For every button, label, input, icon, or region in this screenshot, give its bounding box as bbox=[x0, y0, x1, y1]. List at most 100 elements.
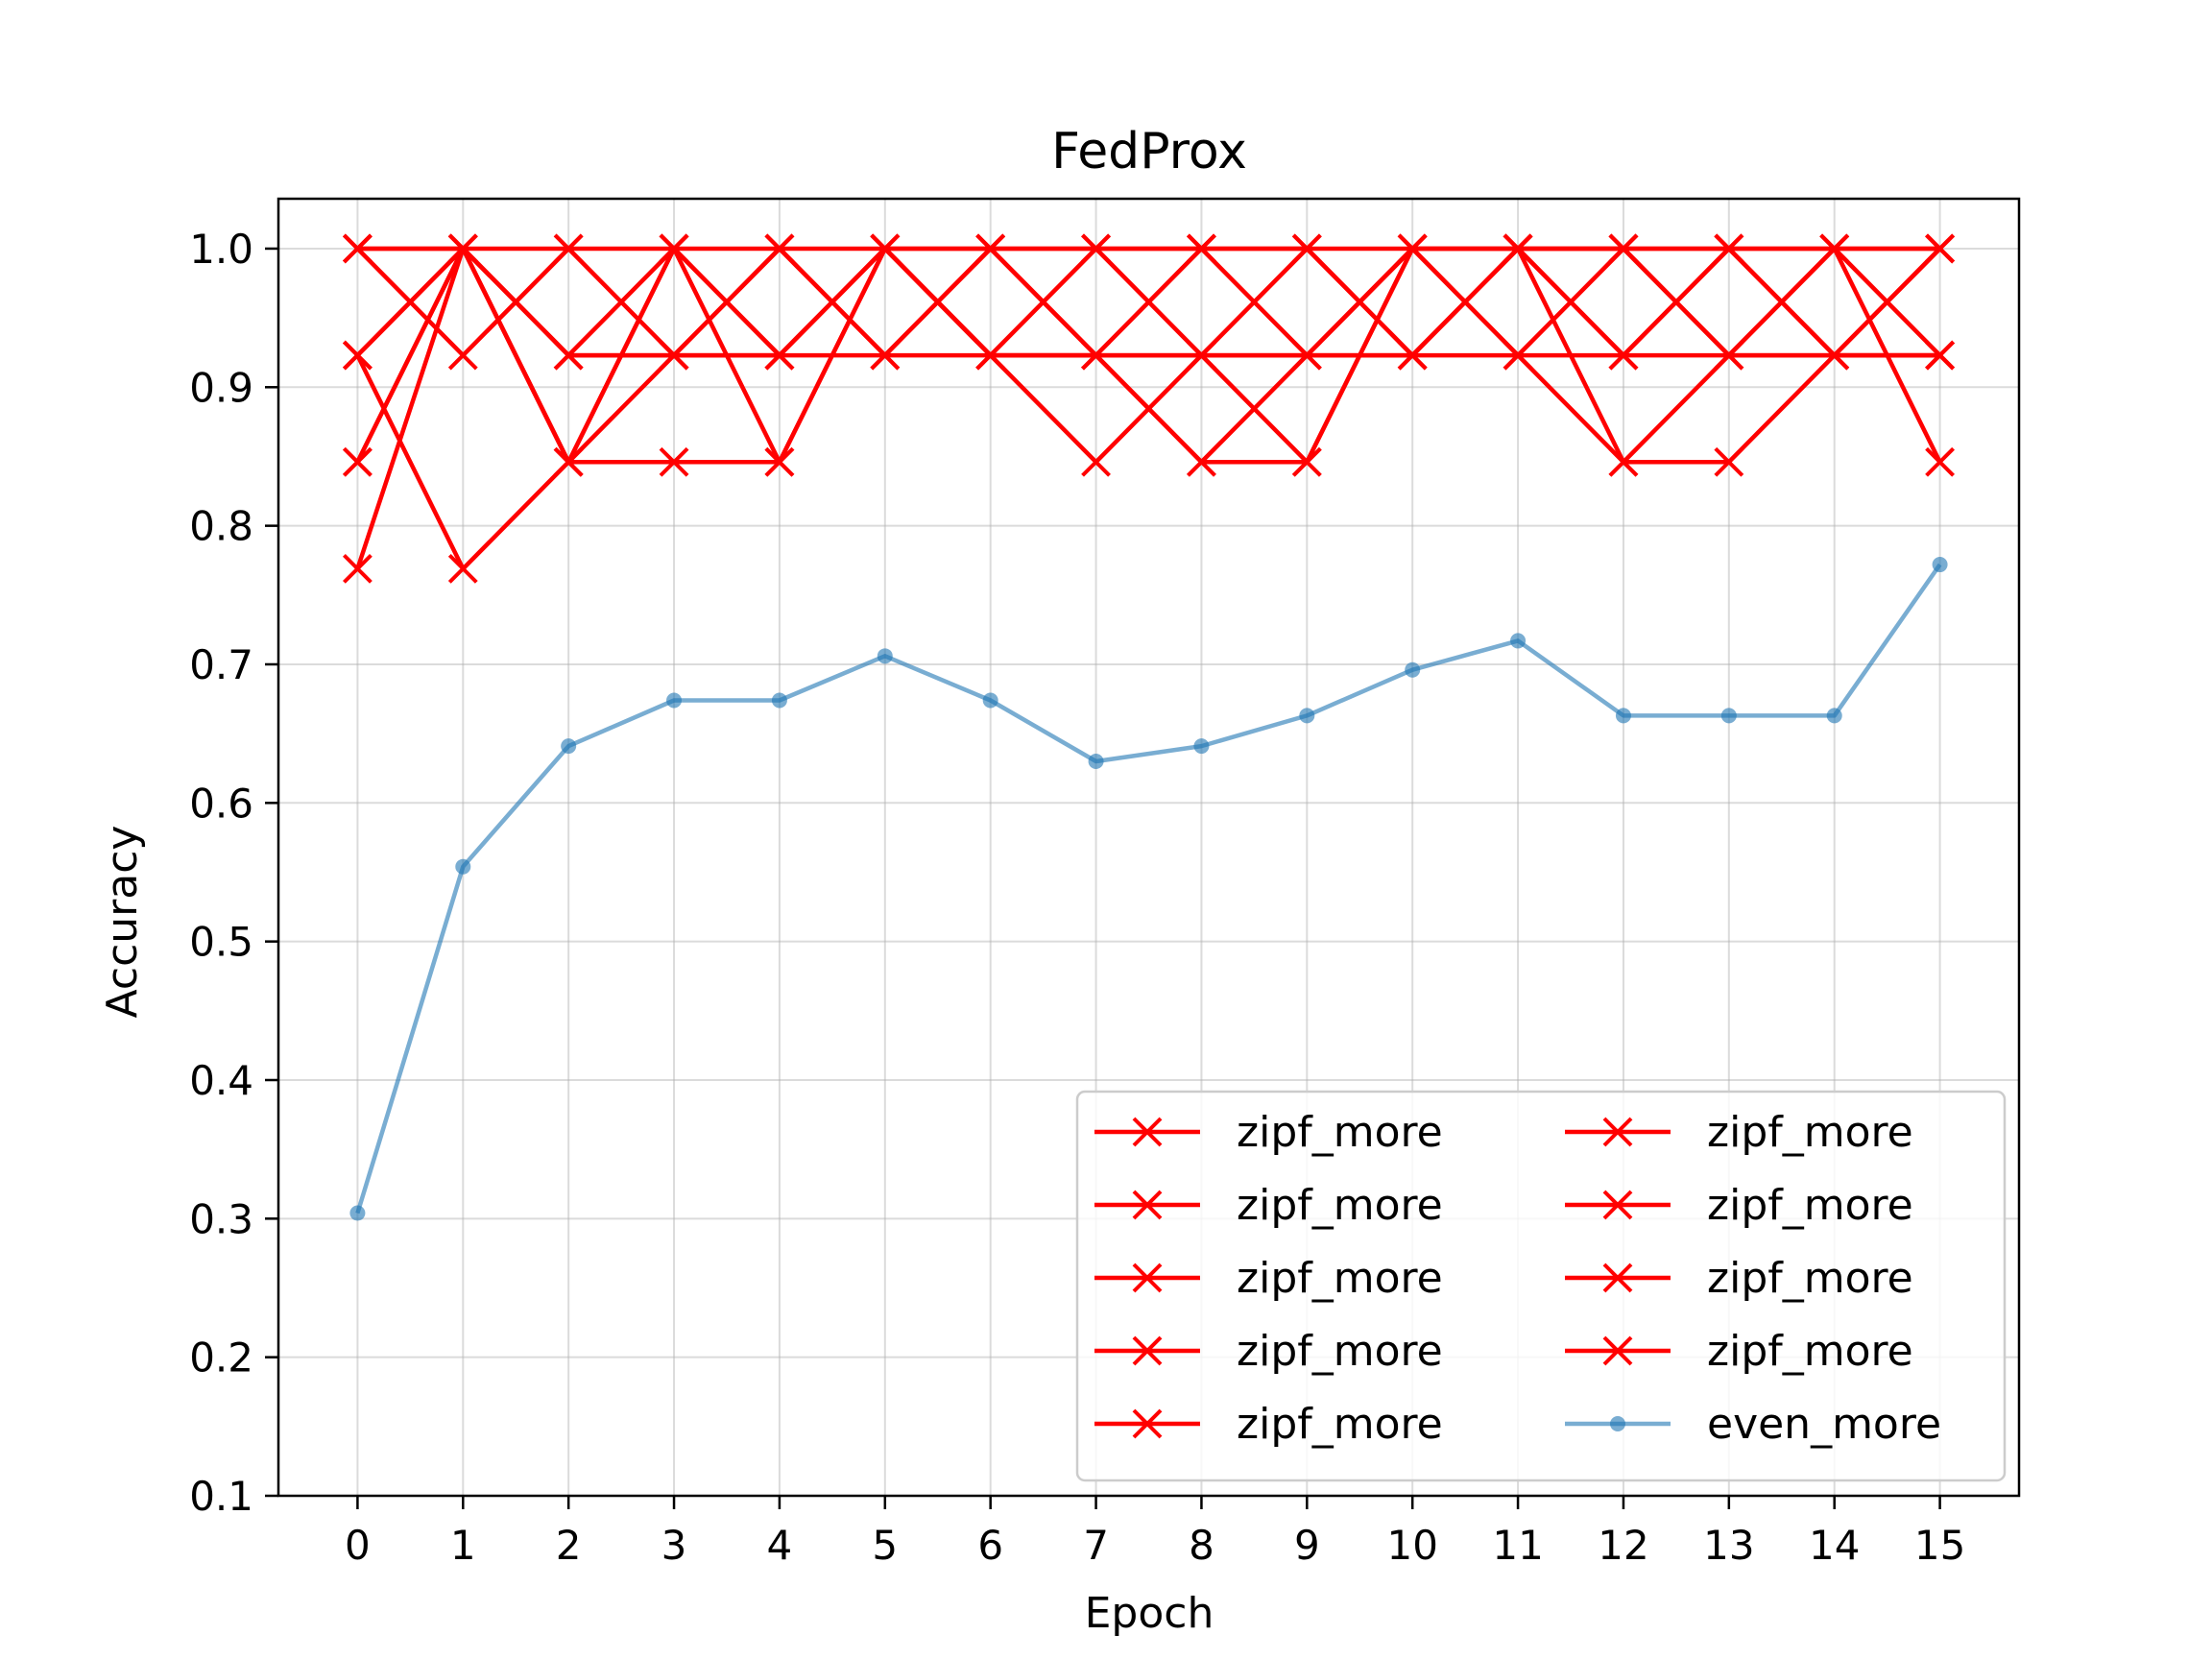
legend-marker bbox=[1132, 1262, 1163, 1293]
x-axis-label: Epoch bbox=[1085, 1589, 1214, 1638]
legend-marker bbox=[1602, 1117, 1633, 1147]
data-point bbox=[1714, 446, 1744, 477]
legend-marker bbox=[1602, 1190, 1633, 1220]
legend-entry: zipf_more bbox=[1094, 1108, 1443, 1157]
x-tick-label: 14 bbox=[1809, 1522, 1860, 1569]
data-point bbox=[561, 738, 577, 755]
x-tick-label: 11 bbox=[1492, 1522, 1543, 1569]
data-point bbox=[982, 692, 998, 709]
legend-entry: zipf_more bbox=[1565, 1181, 1913, 1230]
data-point bbox=[1187, 233, 1216, 264]
data-point bbox=[1826, 708, 1842, 724]
y-tick-label: 1.0 bbox=[189, 226, 253, 273]
legend-frame bbox=[1075, 1090, 2007, 1482]
legend-entry: zipf_more bbox=[1094, 1400, 1443, 1449]
series-even_more-9 bbox=[349, 557, 1948, 1221]
data-point bbox=[1932, 557, 1948, 573]
y-tick-label: 0.2 bbox=[189, 1334, 253, 1382]
data-point bbox=[349, 1205, 366, 1221]
legend-entry: even_more bbox=[1565, 1400, 1941, 1449]
data-point bbox=[1819, 233, 1850, 264]
legend-entry: zipf_more bbox=[1565, 1327, 1913, 1376]
data-point bbox=[1291, 233, 1322, 264]
legend-marker bbox=[1602, 1262, 1633, 1293]
data-point bbox=[1081, 340, 1111, 371]
x-tick-label: 5 bbox=[872, 1522, 898, 1569]
legend-marker bbox=[1132, 1117, 1163, 1147]
data-point bbox=[1503, 340, 1533, 371]
data-point bbox=[342, 233, 373, 264]
y-tick-label: 0.5 bbox=[189, 919, 253, 966]
data-point bbox=[342, 340, 373, 371]
data-point bbox=[342, 553, 373, 584]
data-point bbox=[1608, 340, 1639, 371]
data-point bbox=[975, 233, 1006, 264]
y-tick-label: 0.6 bbox=[189, 780, 253, 827]
legend-marker bbox=[1132, 1335, 1163, 1366]
data-point bbox=[659, 340, 689, 371]
legend-label: zipf_more bbox=[1237, 1327, 1443, 1376]
legend-entry: zipf_more bbox=[1094, 1181, 1443, 1230]
data-point bbox=[870, 233, 901, 264]
data-point bbox=[1925, 446, 1956, 477]
legend-marker bbox=[1132, 1408, 1163, 1439]
data-point bbox=[764, 233, 795, 264]
series-zipf_more-8 bbox=[342, 233, 1956, 477]
x-tick-label: 9 bbox=[1294, 1522, 1320, 1569]
x-tick-label: 2 bbox=[556, 1522, 582, 1569]
data-point bbox=[659, 233, 689, 264]
data-point bbox=[666, 692, 683, 709]
data-point bbox=[1510, 633, 1527, 649]
y-tick-label: 0.9 bbox=[189, 364, 253, 411]
x-tick-label: 10 bbox=[1386, 1522, 1437, 1569]
plot-frame bbox=[276, 197, 2021, 1498]
data-point bbox=[553, 446, 584, 477]
legend-marker bbox=[1610, 1416, 1625, 1431]
data-point bbox=[1608, 446, 1639, 477]
data-point bbox=[1925, 233, 1956, 264]
data-point bbox=[771, 692, 787, 709]
data-point bbox=[553, 233, 584, 264]
data-point bbox=[975, 340, 1006, 371]
data-point bbox=[764, 446, 795, 477]
data-point bbox=[447, 233, 478, 264]
data-point bbox=[1503, 233, 1533, 264]
y-tick-label: 0.8 bbox=[189, 503, 253, 550]
data-point bbox=[1819, 340, 1850, 371]
x-tick-label: 13 bbox=[1703, 1522, 1754, 1569]
series-group bbox=[342, 233, 1956, 1221]
x-tick-label: 7 bbox=[1083, 1522, 1109, 1569]
legend-label: zipf_more bbox=[1707, 1108, 1913, 1157]
data-point bbox=[1397, 340, 1428, 371]
legend: zipf_morezipf_morezipf_morezipf_morezipf… bbox=[1075, 1090, 2007, 1482]
legend-label: zipf_more bbox=[1707, 1254, 1913, 1303]
data-point bbox=[1397, 233, 1428, 264]
data-point bbox=[1187, 446, 1216, 477]
data-point bbox=[1187, 340, 1216, 371]
data-point bbox=[1291, 340, 1322, 371]
axis-ticks: 0 1 2 3 4 5 6 7 8 9 10 11 12 13 14 150.10.20.30.40.50.6… bbox=[189, 226, 1965, 1569]
x-tick-label: 1 bbox=[450, 1522, 476, 1569]
data-point bbox=[553, 340, 584, 371]
legend-marker bbox=[1132, 1190, 1163, 1220]
legend-label: zipf_more bbox=[1707, 1327, 1913, 1376]
legend-entry: zipf_more bbox=[1094, 1254, 1443, 1303]
x-tick-label: 6 bbox=[977, 1522, 1003, 1569]
legend-entry: zipf_more bbox=[1565, 1108, 1913, 1157]
legend-marker bbox=[1602, 1335, 1633, 1366]
data-point bbox=[1299, 708, 1315, 724]
y-tick-label: 0.3 bbox=[189, 1195, 253, 1242]
y-tick-label: 0.7 bbox=[189, 641, 253, 688]
legend-entry: zipf_more bbox=[1565, 1254, 1913, 1303]
data-point bbox=[870, 340, 901, 371]
data-point bbox=[1714, 233, 1744, 264]
x-tick-label: 15 bbox=[1914, 1522, 1965, 1569]
data-point bbox=[1193, 738, 1210, 755]
data-point bbox=[877, 648, 893, 664]
x-tick-label: 3 bbox=[661, 1522, 687, 1569]
data-point bbox=[455, 858, 471, 875]
legend-label: zipf_more bbox=[1237, 1254, 1443, 1303]
data-point bbox=[1608, 233, 1639, 264]
legend-entry: zipf_more bbox=[1094, 1327, 1443, 1376]
